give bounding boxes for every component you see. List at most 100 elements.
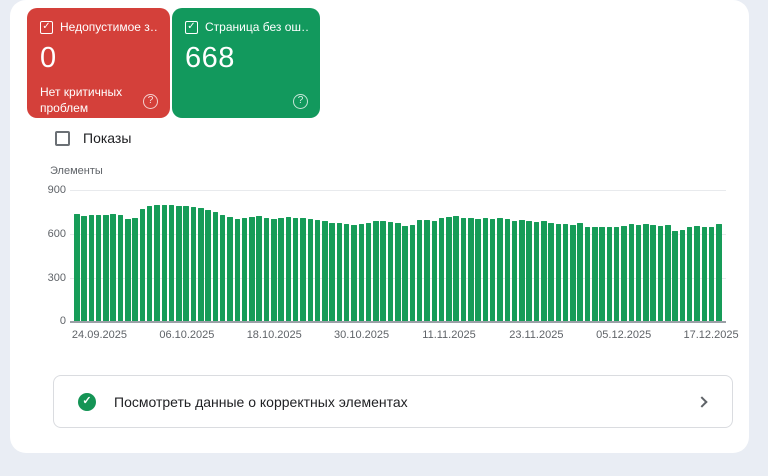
chart-bar[interactable] xyxy=(88,214,95,322)
chart-bar[interactable] xyxy=(460,217,467,322)
chart-bar[interactable] xyxy=(613,227,620,322)
chart-bar[interactable] xyxy=(117,214,124,322)
chart-bar[interactable] xyxy=(168,205,175,322)
card-invalid-items[interactable]: ✓ Недопустимое з… 0 Нет критичных пробле… xyxy=(27,8,170,118)
chart-bar[interactable] xyxy=(606,226,613,322)
view-valid-items-button[interactable]: ✓ Посмотреть данные о корректных элемент… xyxy=(53,375,733,428)
chart-y-axis-title: Элементы xyxy=(50,165,103,177)
chart-bar[interactable] xyxy=(103,215,109,322)
chart-bar[interactable] xyxy=(271,218,277,322)
chart-bar[interactable] xyxy=(548,222,554,322)
chart-bar[interactable] xyxy=(81,216,87,322)
chart-bar[interactable] xyxy=(380,221,386,322)
chart-bar[interactable] xyxy=(183,206,189,322)
chart-bar[interactable] xyxy=(526,220,532,322)
chart-bar[interactable] xyxy=(176,205,182,322)
checkbox-checked-icon[interactable]: ✓ xyxy=(40,20,53,34)
chart-bar[interactable] xyxy=(387,222,394,322)
chart-bar[interactable] xyxy=(343,224,350,322)
chart-bar[interactable] xyxy=(263,217,270,322)
chart-bar[interactable] xyxy=(511,221,518,322)
chart-bar[interactable] xyxy=(219,214,226,322)
chart-bar[interactable] xyxy=(146,206,153,322)
chart-bar[interactable] xyxy=(307,218,313,322)
chart-bar[interactable] xyxy=(234,218,241,322)
chart-bar[interactable] xyxy=(409,224,416,322)
impressions-toggle[interactable]: Показы xyxy=(55,130,131,146)
chart-bar[interactable] xyxy=(95,214,102,322)
chart-bar[interactable] xyxy=(446,217,452,322)
chart-bar[interactable] xyxy=(657,226,664,322)
chart-bar[interactable] xyxy=(497,217,503,322)
card-valid-items[interactable]: ✓ Страница без ош… 668 ? xyxy=(172,8,320,118)
chart-bar[interactable] xyxy=(358,223,365,322)
chart-bar[interactable] xyxy=(562,224,569,322)
chart-bar[interactable] xyxy=(212,212,219,322)
chart-bar[interactable] xyxy=(285,217,292,322)
chart-bar[interactable] xyxy=(686,227,693,322)
chart-bar[interactable] xyxy=(570,224,576,322)
chart-bar[interactable] xyxy=(139,209,146,322)
chart-bar[interactable] xyxy=(628,224,635,322)
chart-bar[interactable] xyxy=(650,225,656,322)
chart-bar[interactable] xyxy=(679,229,686,322)
chart-bar[interactable] xyxy=(402,225,408,322)
checkbox-unchecked-icon[interactable] xyxy=(55,130,70,146)
chart-bar[interactable] xyxy=(241,217,248,322)
chart-bar[interactable] xyxy=(643,224,649,322)
chart-bar[interactable] xyxy=(489,218,496,322)
chart-bar[interactable] xyxy=(74,214,80,322)
chart-bar[interactable] xyxy=(227,217,233,322)
chart-bar[interactable] xyxy=(453,216,459,322)
chart-bar[interactable] xyxy=(161,204,168,322)
chart-bar[interactable] xyxy=(416,220,423,322)
chart-bar[interactable] xyxy=(205,210,211,322)
chart-bar[interactable] xyxy=(577,223,583,322)
chart-bar[interactable] xyxy=(110,214,116,322)
chart-bar[interactable] xyxy=(373,220,379,322)
x-tick-label: 06.10.2025 xyxy=(159,329,215,341)
chart-bar[interactable] xyxy=(504,219,511,322)
chart-bar[interactable] xyxy=(256,216,262,322)
chart-bar[interactable] xyxy=(249,216,255,322)
chart-bar[interactable] xyxy=(708,227,715,322)
chart-bar[interactable] xyxy=(278,217,284,322)
chart-bar[interactable] xyxy=(424,219,430,322)
chart-bar[interactable] xyxy=(329,222,335,322)
chart-bar[interactable] xyxy=(475,218,481,322)
chart-bar[interactable] xyxy=(132,217,138,322)
chart-bar[interactable] xyxy=(322,221,328,322)
checkbox-checked-icon[interactable]: ✓ xyxy=(185,20,198,34)
chart-bar[interactable] xyxy=(672,231,678,322)
chart-bar[interactable] xyxy=(621,226,627,322)
chart-bar[interactable] xyxy=(694,226,700,322)
chart-bar[interactable] xyxy=(555,223,562,322)
chart-bar[interactable] xyxy=(584,227,591,322)
chart-bar[interactable] xyxy=(190,206,197,322)
help-icon[interactable]: ? xyxy=(293,94,308,109)
chart-bar[interactable] xyxy=(482,217,489,322)
chart-bar[interactable] xyxy=(125,218,131,322)
chart-bar[interactable] xyxy=(438,217,445,322)
chart-bar[interactable] xyxy=(716,224,722,322)
chart-bar[interactable] xyxy=(599,227,605,322)
chart-bar[interactable] xyxy=(292,218,299,322)
chart-bar[interactable] xyxy=(336,223,343,322)
chart-bar[interactable] xyxy=(300,217,306,322)
chart-bar[interactable] xyxy=(431,220,438,322)
chart-bar[interactable] xyxy=(314,220,321,322)
chart-bar[interactable] xyxy=(351,224,357,322)
chart-bar[interactable] xyxy=(541,220,547,322)
help-icon[interactable]: ? xyxy=(143,94,158,109)
chart-bar[interactable] xyxy=(519,219,525,322)
chart-bar[interactable] xyxy=(701,226,708,322)
chart-bar[interactable] xyxy=(468,217,474,322)
chart-bar[interactable] xyxy=(395,223,401,322)
chart-bar[interactable] xyxy=(365,222,372,322)
chart-bar[interactable] xyxy=(154,205,160,322)
chart-bar[interactable] xyxy=(665,225,671,322)
chart-bar[interactable] xyxy=(198,207,204,322)
chart-bar[interactable] xyxy=(592,226,598,322)
chart-bar[interactable] xyxy=(635,224,642,322)
chart-bar[interactable] xyxy=(533,221,540,322)
